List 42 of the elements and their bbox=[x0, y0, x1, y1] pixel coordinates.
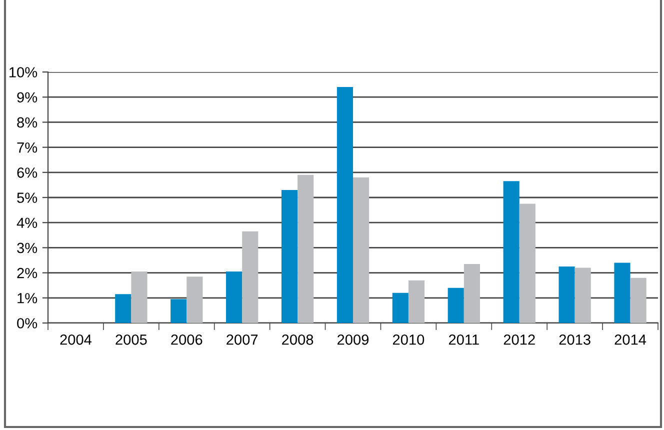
bar bbox=[242, 231, 258, 323]
bar bbox=[448, 288, 464, 323]
y-tick-label: 10% bbox=[10, 67, 38, 78]
bar bbox=[408, 280, 425, 323]
bar bbox=[614, 262, 630, 323]
y-tick-label: 2% bbox=[17, 268, 38, 278]
bar bbox=[186, 276, 203, 323]
bar bbox=[574, 268, 591, 323]
bar bbox=[115, 294, 132, 323]
x-tick-label: 2012 bbox=[504, 334, 535, 345]
x-tick-label: 2014 bbox=[614, 334, 646, 345]
x-tick-label: 2013 bbox=[559, 334, 590, 345]
x-tick-label: 2008 bbox=[282, 334, 314, 345]
bar bbox=[298, 174, 314, 323]
y-tick-label: 3% bbox=[17, 242, 38, 254]
bar bbox=[503, 181, 520, 323]
bar bbox=[464, 264, 480, 323]
y-tick-label: 0% bbox=[17, 318, 38, 328]
bar bbox=[558, 266, 575, 323]
y-tick-label: 7% bbox=[17, 142, 38, 153]
y-tick-label: 9% bbox=[17, 92, 38, 103]
bar bbox=[336, 87, 353, 323]
bar bbox=[519, 204, 536, 323]
x-tick-label: 2004 bbox=[60, 334, 92, 345]
bar bbox=[630, 278, 646, 323]
bar bbox=[392, 292, 408, 323]
bar bbox=[131, 272, 148, 323]
bar bbox=[170, 299, 187, 323]
y-tick-label: 6% bbox=[17, 168, 38, 178]
bar bbox=[226, 272, 242, 323]
y-tick-label: 8% bbox=[17, 117, 38, 128]
x-tick-label: 2010 bbox=[392, 334, 424, 345]
x-tick-label: 2009 bbox=[338, 334, 369, 345]
y-tick-label: 5% bbox=[17, 192, 38, 203]
y-tick-label: 1% bbox=[18, 293, 38, 304]
x-tick-label: 2011 bbox=[448, 334, 479, 345]
bar bbox=[353, 177, 370, 323]
y-tick-label: 4% bbox=[16, 218, 38, 228]
x-tick-label: 2007 bbox=[226, 334, 258, 345]
bar bbox=[281, 190, 298, 323]
x-tick-label: 2005 bbox=[116, 334, 147, 345]
x-tick-label: 2006 bbox=[171, 334, 202, 345]
